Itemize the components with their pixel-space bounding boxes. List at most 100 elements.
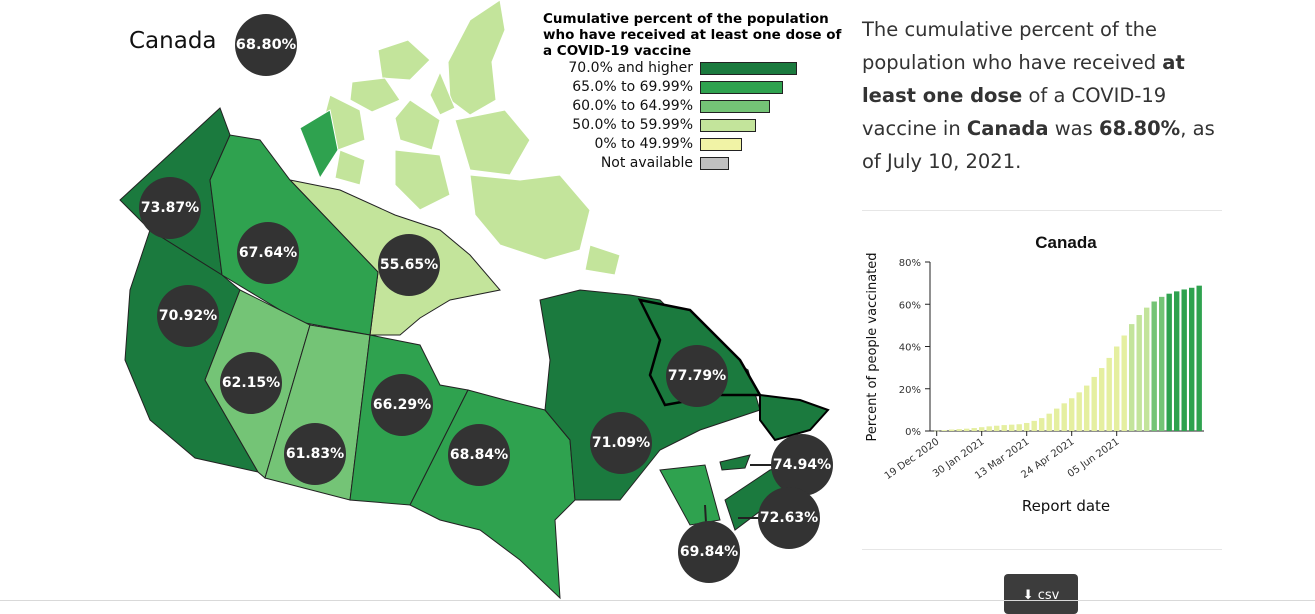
legend-item: 0% to 49.99% xyxy=(543,135,843,154)
legend-item: 70.0% and higher xyxy=(543,59,843,78)
badge-nunavut: 55.65% xyxy=(378,234,440,296)
chart-bar xyxy=(1016,424,1022,431)
nunavut-islands xyxy=(321,0,621,276)
badge-nwt: 67.64% xyxy=(237,222,299,284)
legend-swatch xyxy=(700,62,797,75)
page-bottom-border xyxy=(0,600,1315,601)
trend-chart-svg: Canada 0% 20% 40% 60% 80% Percent of people va… xyxy=(865,233,1204,515)
y-tick-label: 40% xyxy=(899,343,921,354)
csv-download-button[interactable]: ⬇ csv xyxy=(1004,574,1078,614)
legend-item-label: 0% to 49.99% xyxy=(594,136,693,152)
summary-bold: at least one dose xyxy=(862,51,1185,107)
chart-bar xyxy=(1189,287,1195,431)
chart-bar xyxy=(964,428,970,431)
summary-bold: Canada xyxy=(966,117,1049,140)
chart-bar xyxy=(1076,392,1082,431)
badge-nova-scotia: 72.63% xyxy=(758,487,820,549)
chart-bar xyxy=(1151,301,1157,431)
map-legend: Cumulative percent of the population who… xyxy=(543,11,843,173)
summary-part: , as of July 10, 2021. xyxy=(862,117,1215,173)
legend-item-label: 50.0% to 59.99% xyxy=(572,117,693,133)
chart-bar xyxy=(1114,346,1120,431)
chart-bar xyxy=(1181,289,1187,431)
chart-bar xyxy=(979,427,985,431)
chart-bar xyxy=(949,429,955,431)
chart-bar xyxy=(1121,335,1127,431)
chart-bar xyxy=(1054,408,1060,431)
legend-swatch xyxy=(700,138,742,151)
x-axis-label: Report date xyxy=(1022,497,1110,515)
chart-bar xyxy=(941,430,947,431)
legend-item-label: 60.0% to 64.99% xyxy=(572,98,693,114)
chart-bar xyxy=(1024,422,1030,431)
chart-bar xyxy=(1061,403,1067,431)
trend-chart: Canada 0% 20% 40% 60% 80% Percent of people va… xyxy=(862,225,1222,525)
legend-title: Cumulative percent of the population who… xyxy=(543,11,842,59)
legend-item: 50.0% to 59.99% xyxy=(543,116,843,135)
chart-bar xyxy=(1069,398,1075,431)
badge-yukon: 73.87% xyxy=(139,177,201,239)
chart-bar xyxy=(1031,420,1037,431)
chart-title: Canada xyxy=(1035,233,1097,252)
nwt-island xyxy=(299,109,339,180)
chart-bar xyxy=(1196,285,1202,431)
chart-bar xyxy=(1174,291,1180,431)
legend-swatch xyxy=(700,81,783,94)
legend-item-label: 65.0% to 69.99% xyxy=(572,79,693,95)
divider xyxy=(862,210,1222,211)
y-tick-label: 60% xyxy=(899,300,921,311)
legend-item: 60.0% to 64.99% xyxy=(543,97,843,116)
legend-item: Not available xyxy=(543,154,843,173)
legend-item-label: 70.0% and higher xyxy=(568,60,693,76)
summary-bold: 68.80% xyxy=(1099,117,1181,140)
chart-bar xyxy=(1009,424,1015,431)
chart-bar xyxy=(1001,425,1007,431)
chart-bar xyxy=(1166,293,1172,431)
x-tick-label: 19 Dec 2020 xyxy=(883,436,942,482)
newfoundland-island xyxy=(759,393,830,442)
pei-region xyxy=(719,454,751,471)
legend-swatch xyxy=(700,100,770,113)
legend-rows: 70.0% and higher 65.0% to 69.99% 60.0% t… xyxy=(543,59,843,173)
chart-bar xyxy=(971,428,977,431)
chart-bar xyxy=(1159,296,1165,431)
chart-bar xyxy=(1129,324,1135,431)
y-tick-label: 80% xyxy=(899,258,921,269)
badge-newfoundland: 77.79% xyxy=(666,345,728,407)
badge-saskatchewan: 61.83% xyxy=(284,423,346,485)
badge-alberta: 62.15% xyxy=(220,352,282,414)
download-icon: ⬇ xyxy=(1022,588,1038,603)
legend-item-label: Not available xyxy=(600,155,693,171)
badge-new-brunswick: 69.84% xyxy=(678,521,740,583)
csv-button-label: csv xyxy=(1037,588,1060,603)
summary-text: The cumulative percent of the population… xyxy=(862,13,1222,178)
chart-bar xyxy=(1106,357,1112,431)
choropleth-map: Canada 68.80% 73.87% 67.64% 55.65% 70.92… xyxy=(119,0,843,600)
chart-bar xyxy=(986,426,992,431)
chart-bar xyxy=(1084,385,1090,431)
legend-swatch xyxy=(700,119,756,132)
summary-part: of a COVID-19 vaccine in xyxy=(862,84,1167,140)
chart-bar xyxy=(994,425,1000,431)
legend-item: 65.0% to 69.99% xyxy=(543,78,843,97)
chart-bar xyxy=(1099,368,1105,431)
summary-part: was xyxy=(1048,117,1099,140)
chart-bar xyxy=(1136,315,1142,431)
summary-part: The cumulative percent of the population… xyxy=(862,18,1163,74)
chart-bar xyxy=(1039,418,1045,431)
legend-swatch xyxy=(700,157,729,170)
badge-pei: 74.94% xyxy=(771,434,833,496)
chart-bar xyxy=(1046,413,1052,431)
badge-bc: 70.92% xyxy=(157,285,219,347)
divider xyxy=(862,549,1222,550)
y-axis-label: Percent of people vaccinated xyxy=(865,252,880,441)
badge-quebec: 71.09% xyxy=(590,412,652,474)
badge-manitoba: 66.29% xyxy=(371,374,433,436)
chart-bar xyxy=(1091,376,1097,431)
chart-bar xyxy=(956,429,962,431)
y-tick-label: 0% xyxy=(905,427,921,438)
y-tick-label: 20% xyxy=(899,385,921,396)
badge-ontario: 68.84% xyxy=(448,424,510,486)
map-country-label: Canada xyxy=(129,28,217,54)
national-value-badge: 68.80% xyxy=(235,14,297,76)
